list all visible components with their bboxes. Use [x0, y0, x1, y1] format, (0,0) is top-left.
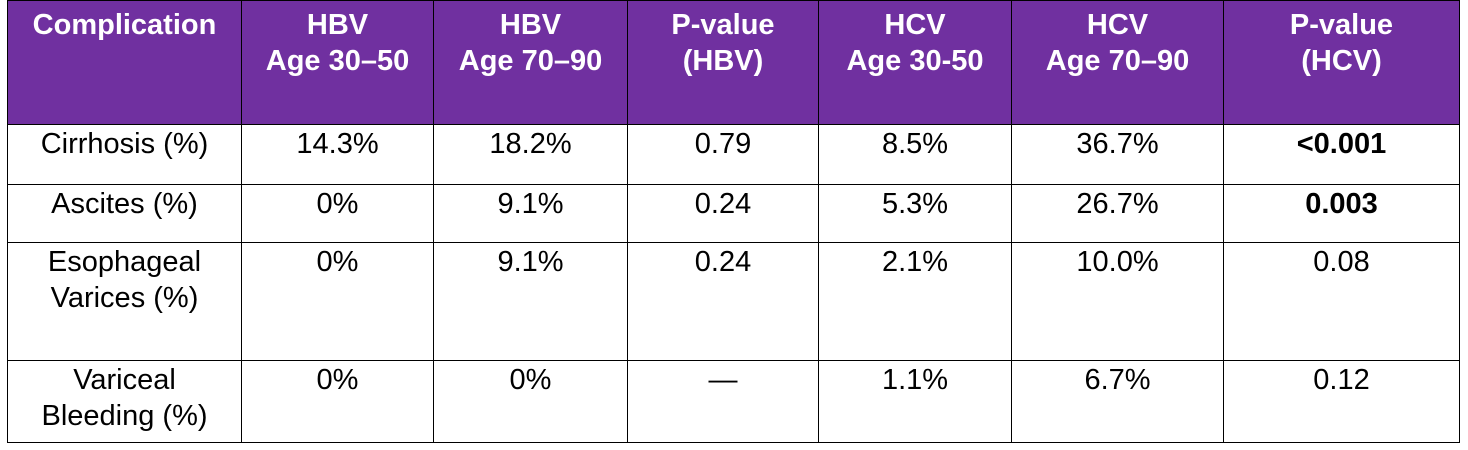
cell-hcv-age-30-50: 1.1% [818, 360, 1012, 443]
table-row-ascites: Ascites (%) 0% 9.1% 0.24 5.3% 26.7% 0.00… [7, 184, 1460, 243]
cell-p-value-hcv: 0.12 [1223, 360, 1460, 443]
header-hcv-age-70-90-line-1: HCV [1086, 9, 1149, 41]
cell-hbv-age-70-90: 0% [433, 360, 628, 443]
cell-p-value-hbv: 0.79 [627, 124, 819, 185]
cell-p-value-hcv: 0.08 [1223, 242, 1460, 361]
table-row-variceal-bleeding: Variceal Bleeding (%) 0% 0% — 1.1% 6.7% … [7, 360, 1460, 443]
row-label: Esophageal Varices (%) [7, 242, 242, 361]
cell-hbv-age-70-90: 9.1% [433, 184, 628, 243]
header-row: Complication HBV Age 30–50 HBV Age 70–90… [7, 0, 1460, 125]
cell-p-value-hbv: 0.24 [627, 242, 819, 361]
cell-hcv-age-70-90: 10.0% [1011, 242, 1224, 361]
header-hbv-age-70-90-line-1: HBV [499, 9, 562, 41]
cell-hcv-age-70-90: 36.7% [1011, 124, 1224, 185]
header-hbv-age-70-90-line-2: Age 70–90 [458, 45, 603, 77]
row-label-line-1: Variceal [73, 364, 176, 396]
row-label-line-1: Esophageal [47, 246, 202, 278]
row-label-line-2: Varices (%) [50, 282, 199, 314]
cell-hbv-age-30-50: 14.3% [241, 124, 434, 185]
row-label: Ascites (%) [7, 184, 242, 243]
header-hcv-age-70-90: HCV Age 70–90 [1011, 0, 1224, 125]
cell-p-value-hbv: 0.24 [627, 184, 819, 243]
cell-hbv-age-30-50: 0% [241, 184, 434, 243]
cell-p-value-hcv: <0.001 [1223, 124, 1460, 185]
header-hbv-age-70-90: HBV Age 70–90 [433, 0, 628, 125]
row-label: Variceal Bleeding (%) [7, 360, 242, 443]
cell-hcv-age-30-50: 8.5% [818, 124, 1012, 185]
header-hcv-age-70-90-line-2: Age 70–90 [1045, 45, 1190, 77]
header-hcv-age-30-50: HCV Age 30-50 [818, 0, 1012, 125]
complications-table: Complication HBV Age 30–50 HBV Age 70–90… [7, 0, 1460, 443]
row-label-line-2: Bleeding (%) [41, 400, 208, 432]
cell-hbv-age-30-50: 0% [241, 242, 434, 361]
header-p-value-hcv: P-value (HCV) [1223, 0, 1460, 125]
cell-p-value-hbv: — [627, 360, 819, 443]
cell-hcv-age-70-90: 6.7% [1011, 360, 1224, 443]
header-hbv-age-30-50-line-1: HBV [306, 9, 369, 41]
header-p-value-hcv-line-1: P-value [1289, 9, 1394, 41]
cell-p-value-hcv: 0.003 [1223, 184, 1460, 243]
header-hbv-age-30-50: HBV Age 30–50 [241, 0, 434, 125]
header-hcv-age-30-50-line-1: HCV [884, 9, 946, 41]
cell-hcv-age-30-50: 2.1% [818, 242, 1012, 361]
cell-hbv-age-70-90: 9.1% [433, 242, 628, 361]
cell-hbv-age-70-90: 18.2% [433, 124, 628, 185]
header-complication-label: Complication [32, 9, 217, 41]
cell-hcv-age-30-50: 5.3% [818, 184, 1012, 243]
row-label-line: Cirrhosis (%) [40, 128, 209, 160]
row-label: Cirrhosis (%) [7, 124, 242, 185]
header-p-value-hbv-line-1: P-value [671, 9, 775, 41]
header-p-value-hbv-line-2: (HBV) [682, 45, 764, 77]
header-complication: Complication [7, 0, 242, 125]
row-label-line: Ascites (%) [51, 188, 198, 220]
cell-hbv-age-30-50: 0% [241, 360, 434, 443]
table-row-esophageal-varices: Esophageal Varices (%) 0% 9.1% 0.24 2.1%… [7, 242, 1460, 361]
header-p-value-hcv-line-2: (HCV) [1301, 45, 1382, 77]
table-row-cirrhosis: Cirrhosis (%) 14.3% 18.2% 0.79 8.5% 36.7… [7, 124, 1460, 185]
header-p-value-hbv: P-value (HBV) [627, 0, 819, 125]
header-hbv-age-30-50-line-2: Age 30–50 [265, 45, 410, 77]
header-hcv-age-30-50-line-2: Age 30-50 [846, 45, 984, 77]
cell-hcv-age-70-90: 26.7% [1011, 184, 1224, 243]
